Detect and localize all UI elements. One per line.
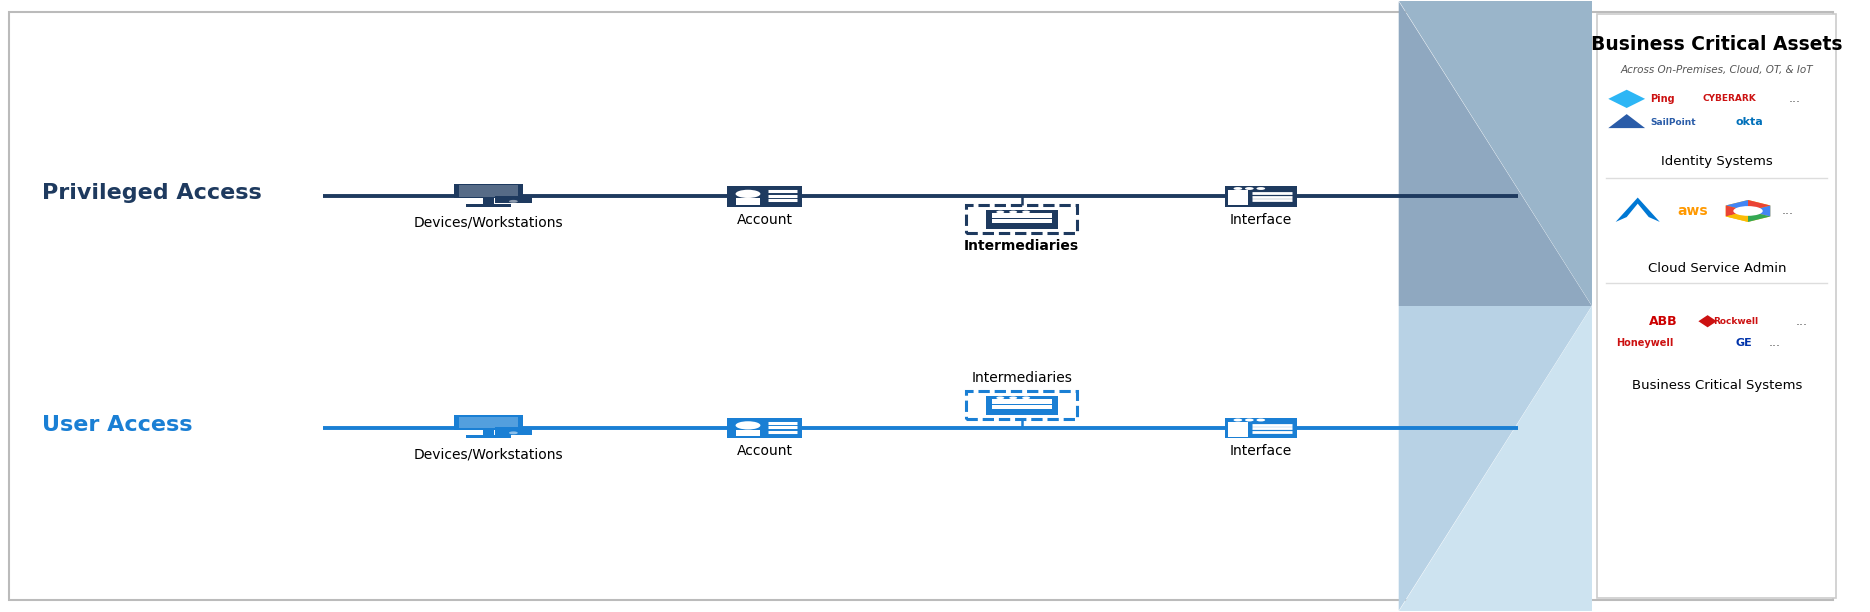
Polygon shape [1608,114,1646,128]
Circle shape [1234,419,1242,422]
Text: ABB: ABB [1649,315,1677,328]
Text: Ping: Ping [1651,94,1676,104]
Polygon shape [1748,200,1771,211]
Circle shape [735,421,761,430]
Polygon shape [1399,306,1591,611]
FancyBboxPatch shape [1225,186,1296,207]
Polygon shape [1698,315,1717,327]
FancyBboxPatch shape [466,204,511,207]
Polygon shape [1726,200,1748,211]
Circle shape [1257,419,1266,422]
Circle shape [735,190,761,198]
Text: Business Critical Assets: Business Critical Assets [1591,35,1842,54]
Polygon shape [1726,206,1748,217]
Text: ...: ... [1780,204,1793,217]
FancyBboxPatch shape [1225,417,1296,438]
Polygon shape [1399,1,1591,306]
FancyBboxPatch shape [460,417,518,428]
FancyBboxPatch shape [1229,190,1247,206]
FancyBboxPatch shape [991,214,1053,218]
Circle shape [1733,206,1763,216]
Text: ...: ... [1795,315,1808,328]
Text: Honeywell: Honeywell [1616,338,1674,348]
Circle shape [1010,211,1017,213]
Text: SailPoint: SailPoint [1651,118,1696,127]
FancyBboxPatch shape [727,417,802,438]
Text: Account: Account [737,213,793,227]
Polygon shape [1399,1,1591,306]
Text: Identity Systems: Identity Systems [1661,155,1773,168]
Polygon shape [1616,198,1661,222]
FancyBboxPatch shape [737,198,759,205]
Text: Intermediaries: Intermediaries [971,371,1072,386]
Text: Rockwell: Rockwell [1713,317,1758,326]
Polygon shape [1726,211,1748,222]
FancyBboxPatch shape [991,400,1053,403]
FancyBboxPatch shape [482,198,494,204]
FancyBboxPatch shape [454,415,524,430]
Circle shape [1245,187,1253,190]
Circle shape [1245,419,1253,422]
Text: Devices/Workstations: Devices/Workstations [413,447,563,461]
FancyBboxPatch shape [991,219,1053,223]
Text: aws: aws [1677,204,1707,218]
Circle shape [1023,397,1030,399]
FancyBboxPatch shape [985,210,1058,229]
Text: ...: ... [1769,336,1780,349]
Text: ...: ... [1788,92,1801,105]
Polygon shape [1748,211,1771,222]
Circle shape [509,200,518,203]
Text: Interface: Interface [1230,444,1292,458]
FancyBboxPatch shape [985,395,1058,414]
FancyBboxPatch shape [496,427,531,435]
FancyBboxPatch shape [991,405,1053,409]
Circle shape [1010,397,1017,399]
Text: Across On-Premises, Cloud, OT, & IoT: Across On-Premises, Cloud, OT, & IoT [1621,65,1814,75]
Text: CYBERARK: CYBERARK [1702,94,1756,103]
FancyBboxPatch shape [1597,13,1836,599]
Circle shape [1023,211,1030,213]
Text: GE: GE [1735,338,1752,348]
FancyBboxPatch shape [1229,422,1247,437]
FancyBboxPatch shape [482,430,494,435]
FancyBboxPatch shape [727,186,802,207]
Text: Business Critical Systems: Business Critical Systems [1633,379,1803,392]
FancyBboxPatch shape [737,430,759,436]
FancyBboxPatch shape [496,196,531,203]
FancyBboxPatch shape [460,185,518,196]
Circle shape [997,211,1004,213]
FancyBboxPatch shape [466,435,511,438]
Circle shape [509,431,518,435]
Text: Cloud Service Admin: Cloud Service Admin [1647,261,1786,275]
Circle shape [997,397,1004,399]
Polygon shape [1399,306,1591,611]
Circle shape [1234,187,1242,190]
Polygon shape [1748,206,1771,217]
Circle shape [1257,187,1266,190]
FancyBboxPatch shape [454,184,524,198]
Polygon shape [1726,200,1771,222]
Text: Devices/Workstations: Devices/Workstations [413,216,563,230]
Text: User Access: User Access [41,415,193,435]
Text: okta: okta [1735,117,1763,127]
Text: Interface: Interface [1230,213,1292,227]
Text: Account: Account [737,444,793,458]
Text: Intermediaries: Intermediaries [965,239,1079,253]
Text: Privileged Access: Privileged Access [41,183,262,203]
Polygon shape [1608,90,1646,108]
